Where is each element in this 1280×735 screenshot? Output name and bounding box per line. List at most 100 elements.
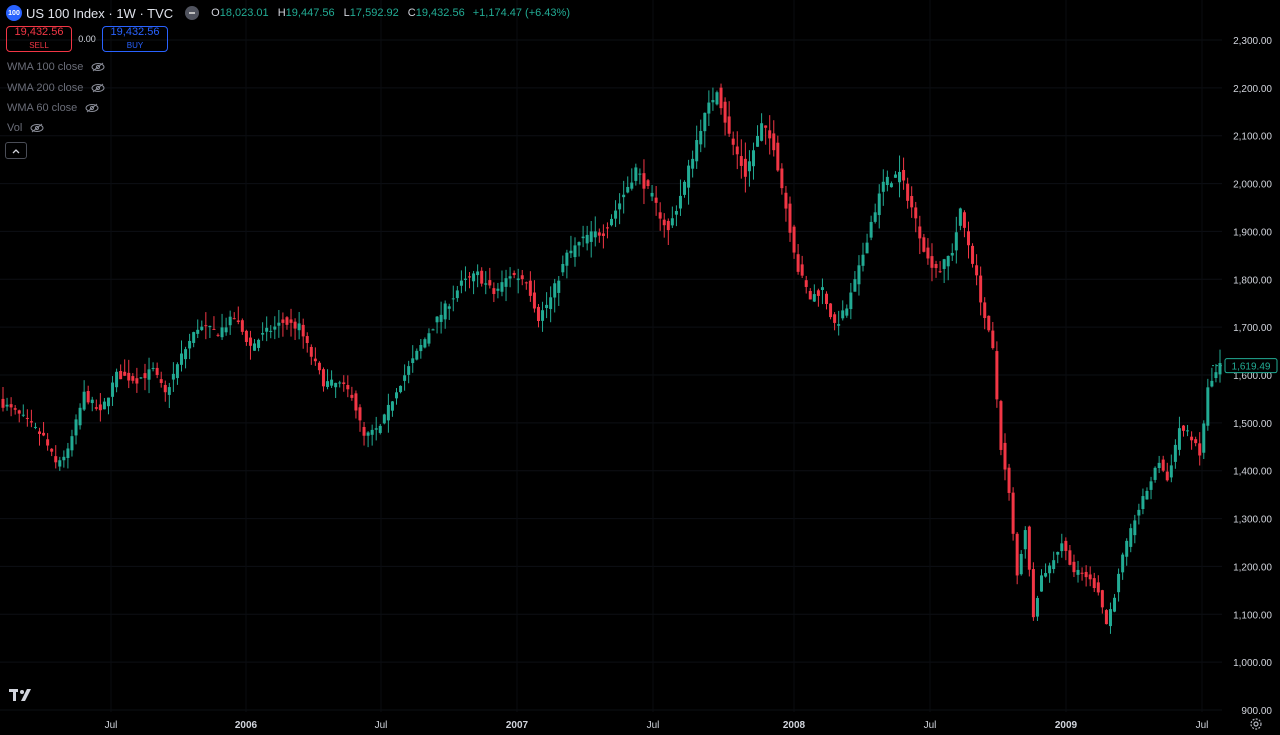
- candle-body: [269, 330, 273, 332]
- gear-icon[interactable]: [1249, 717, 1263, 731]
- candle-body: [906, 183, 910, 201]
- candle-body: [885, 176, 889, 186]
- candle-body: [451, 298, 455, 300]
- candle-body: [873, 212, 877, 222]
- candle-body: [86, 391, 90, 403]
- candle-body: [975, 265, 979, 276]
- candle-body: [1003, 442, 1007, 470]
- candle-body: [127, 372, 131, 381]
- symbol-title[interactable]: US 100 Index · 1W · TVC: [26, 5, 174, 21]
- candle-body: [849, 292, 853, 310]
- candle-body: [163, 384, 167, 393]
- candle-body: [200, 326, 204, 330]
- candle-body: [472, 273, 476, 282]
- indicator-wma-60[interactable]: WMA 60 close: [7, 102, 99, 114]
- candle-body: [678, 195, 682, 209]
- sell-button[interactable]: 19,432.56 SELL: [6, 26, 72, 52]
- time-tick-label: 2006: [235, 720, 258, 731]
- symbol-logo[interactable]: 100: [6, 5, 22, 21]
- candle-body: [447, 306, 451, 309]
- price-tick-label: 1,100.00: [1233, 610, 1272, 621]
- spread-value: 0.00: [78, 34, 96, 44]
- price-tick-label: 2,200.00: [1233, 84, 1272, 95]
- eye-hidden-icon[interactable]: [85, 103, 99, 113]
- candle-body: [731, 138, 735, 145]
- candle-body: [455, 290, 459, 299]
- candle-body: [829, 303, 833, 318]
- candle-body: [415, 350, 419, 360]
- tradingview-logo[interactable]: [9, 688, 37, 702]
- candle-body: [257, 339, 261, 348]
- candle-body: [691, 158, 695, 169]
- indicator-volume[interactable]: Vol: [7, 122, 44, 134]
- candle-body: [601, 233, 605, 236]
- candle-body: [82, 391, 86, 410]
- candle-body: [17, 410, 21, 414]
- candle-body: [143, 373, 147, 379]
- trade-panel: 19,432.56 SELL 0.00 19,432.56 BUY: [6, 26, 168, 52]
- price-tick-label: 2,100.00: [1233, 132, 1272, 143]
- eye-hidden-icon[interactable]: [91, 62, 105, 72]
- candle-body: [1096, 582, 1100, 593]
- candle-body: [350, 394, 354, 398]
- candle-body: [508, 276, 512, 279]
- candle-body: [188, 340, 192, 349]
- chart-grid: [0, 0, 1222, 712]
- candle-body: [1052, 560, 1056, 570]
- candle-body: [918, 226, 922, 239]
- candle-body: [66, 448, 70, 458]
- eye-hidden-icon[interactable]: [30, 123, 44, 133]
- collapse-legend-button[interactable]: [5, 142, 27, 159]
- candle-body: [553, 283, 557, 298]
- candle-body: [837, 324, 841, 326]
- candle-body: [216, 334, 220, 336]
- candle-body: [512, 272, 516, 276]
- candle-body: [21, 414, 25, 416]
- candle-body: [751, 150, 755, 167]
- candle-body: [549, 297, 553, 310]
- price-tick-label: 2,000.00: [1233, 180, 1272, 191]
- candle-body: [1214, 372, 1218, 379]
- candle-body: [309, 346, 313, 357]
- candle-body: [326, 381, 330, 387]
- candle-body: [808, 290, 812, 300]
- candle-body: [1210, 380, 1214, 387]
- candle-body: [62, 456, 66, 461]
- candle-body: [934, 263, 938, 269]
- candle-body: [123, 371, 127, 376]
- candle-body: [1007, 467, 1011, 493]
- candle-body: [42, 432, 46, 436]
- indicator-wma-200[interactable]: WMA 200 close: [7, 82, 105, 94]
- candle-body: [330, 379, 334, 386]
- candle-body: [459, 280, 463, 286]
- candle-body: [232, 318, 236, 320]
- symbol-menu-button[interactable]: [185, 6, 200, 20]
- candle-body: [1125, 540, 1129, 557]
- candle-body: [476, 271, 480, 276]
- candle-body: [1044, 573, 1048, 577]
- candle-body: [403, 375, 407, 381]
- eye-hidden-icon[interactable]: [91, 83, 105, 93]
- candle-body: [390, 401, 394, 411]
- candle-body: [139, 377, 143, 379]
- candle-body: [699, 130, 703, 145]
- candle-body: [942, 259, 946, 269]
- candle-body: [727, 116, 731, 134]
- candle-body: [208, 325, 212, 328]
- candle-body: [313, 358, 317, 362]
- time-tick-label: Jul: [924, 720, 937, 731]
- buy-button[interactable]: 19,432.56 BUY: [102, 26, 168, 52]
- candle-body: [285, 317, 289, 325]
- candlestick-series: [1, 83, 1222, 634]
- candle-body: [90, 399, 94, 404]
- time-axis: Jul 2006 Jul 2007 Jul 2008 Jul 2009 Jul: [105, 720, 1209, 731]
- candle-body: [358, 407, 362, 421]
- candle-body: [1121, 554, 1125, 573]
- candle-body: [196, 329, 200, 334]
- candle-body: [98, 404, 102, 411]
- candle-body: [94, 407, 98, 409]
- candle-body: [25, 417, 29, 419]
- indicator-wma-100[interactable]: WMA 100 close: [7, 61, 105, 73]
- candle-body: [253, 343, 257, 351]
